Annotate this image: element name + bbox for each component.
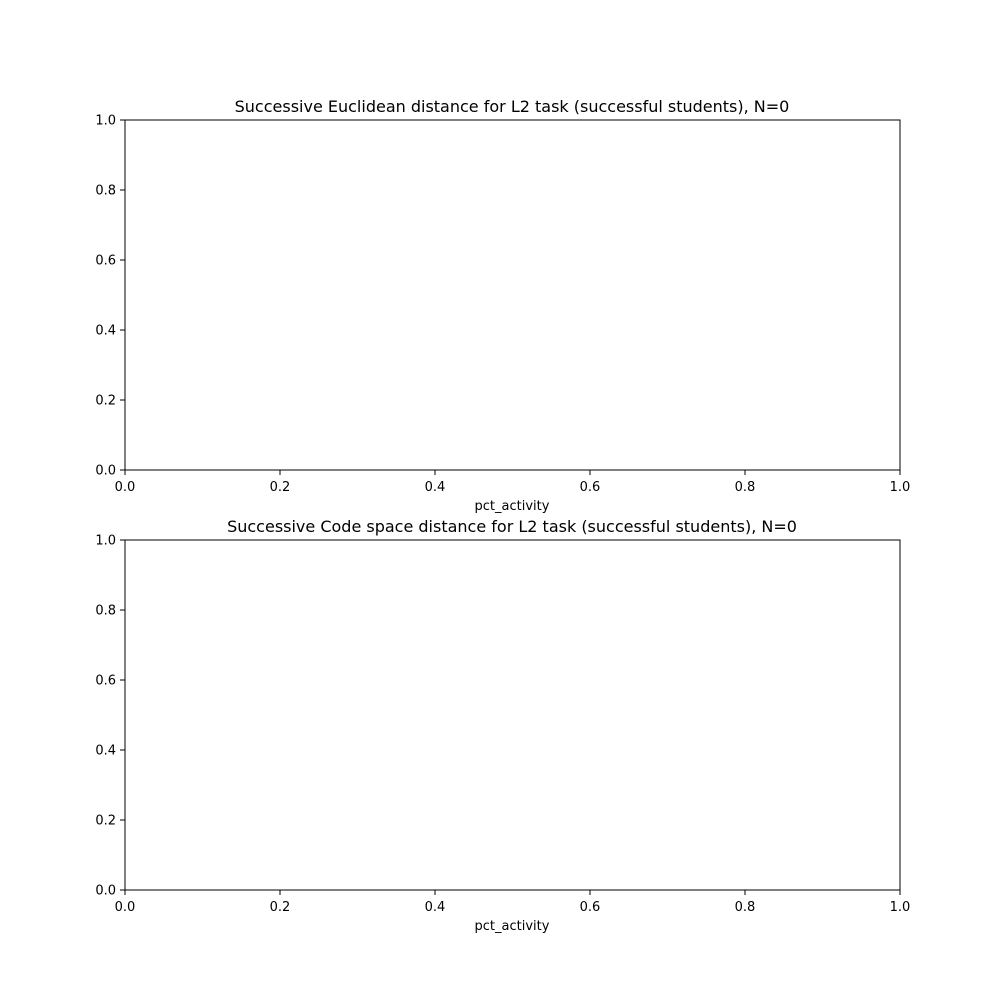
x-tick-label: 0.0 bbox=[115, 480, 136, 495]
y-tick-label: 1.0 bbox=[95, 114, 116, 129]
x-tick-label: 0.8 bbox=[735, 900, 756, 915]
x-axis: 0.0 0.2 0.4 0.6 0.8 1.0 bbox=[115, 890, 911, 915]
x-tick-label: 0.0 bbox=[115, 900, 136, 915]
y-tick-label: 0.2 bbox=[95, 394, 116, 409]
x-tick-label: 0.6 bbox=[580, 480, 601, 495]
plot-area bbox=[124, 119, 901, 471]
subplot-euclidean: Successive Euclidean distance for L2 tas… bbox=[95, 97, 910, 514]
y-tick-label: 0.2 bbox=[95, 814, 116, 829]
x-tick-label: 0.4 bbox=[425, 900, 446, 915]
y-tick-label: 1.0 bbox=[95, 534, 116, 549]
chart-title: Successive Euclidean distance for L2 tas… bbox=[235, 97, 790, 116]
y-tick-label: 0.6 bbox=[95, 674, 116, 689]
x-tick-label: 0.6 bbox=[580, 900, 601, 915]
x-tick-label: 1.0 bbox=[890, 900, 911, 915]
x-tick-label: 0.8 bbox=[735, 480, 756, 495]
y-tick-label: 0.4 bbox=[95, 324, 116, 339]
chart-title: Successive Code space distance for L2 ta… bbox=[227, 517, 797, 536]
plot-area bbox=[124, 539, 901, 891]
x-tick-label: 0.2 bbox=[270, 480, 291, 495]
y-tick-label: 0.8 bbox=[95, 604, 116, 619]
y-axis: 0.0 0.2 0.4 0.6 0.8 1.0 bbox=[95, 114, 125, 479]
subplot-code-space: Successive Code space distance for L2 ta… bbox=[95, 517, 910, 934]
x-tick-label: 0.4 bbox=[425, 480, 446, 495]
x-axis: 0.0 0.2 0.4 0.6 0.8 1.0 bbox=[115, 470, 911, 495]
y-tick-label: 0.0 bbox=[95, 464, 116, 479]
y-tick-label: 0.6 bbox=[95, 254, 116, 269]
x-tick-label: 0.2 bbox=[270, 900, 291, 915]
y-tick-label: 0.8 bbox=[95, 184, 116, 199]
x-tick-label: 1.0 bbox=[890, 480, 911, 495]
y-axis: 0.0 0.2 0.4 0.6 0.8 1.0 bbox=[95, 534, 125, 899]
x-axis-label: pct_activity bbox=[475, 499, 550, 514]
x-axis-label: pct_activity bbox=[475, 919, 550, 934]
y-tick-label: 0.4 bbox=[95, 744, 116, 759]
y-tick-label: 0.0 bbox=[95, 884, 116, 899]
